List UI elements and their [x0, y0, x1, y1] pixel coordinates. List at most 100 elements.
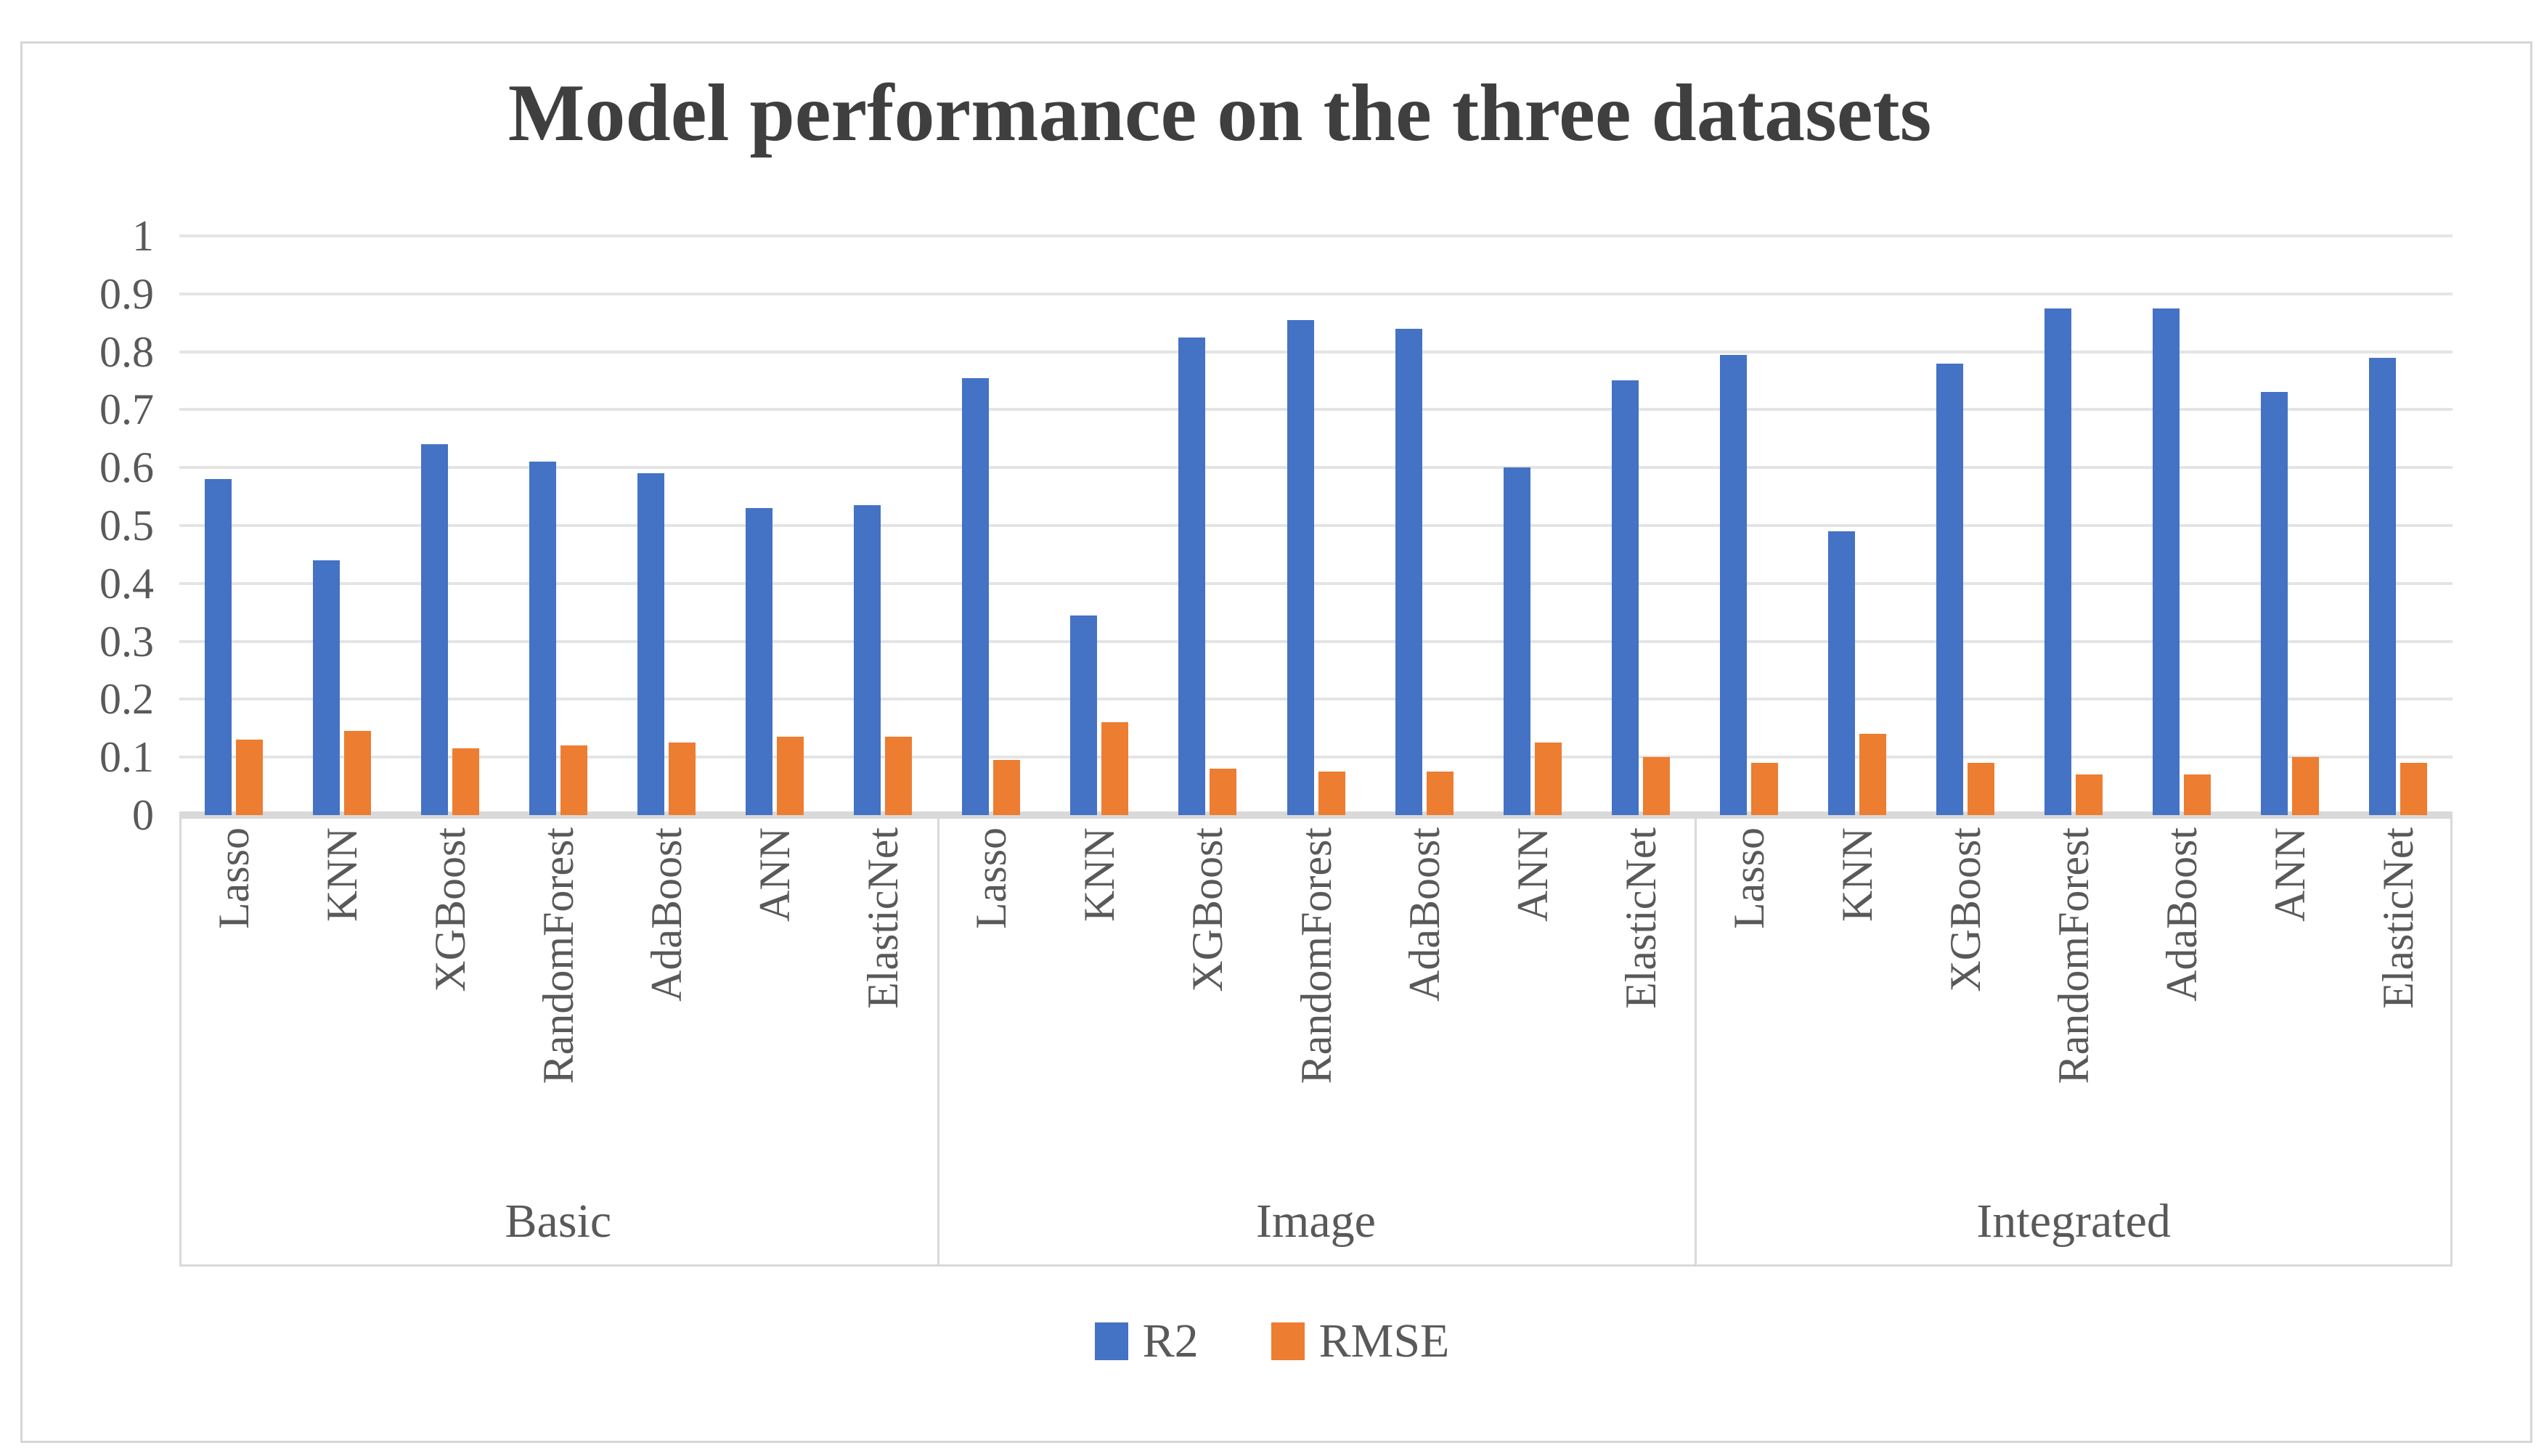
- bar-rmse-integrated-elasticnet: [2400, 763, 2428, 815]
- bar-rmse-image-ann: [1534, 743, 1562, 815]
- x-tick-label: Lasso: [1724, 827, 1773, 929]
- gridline: [179, 581, 2453, 585]
- category-label-integrated: Integrated: [1976, 1195, 2171, 1248]
- bar-r2-image-lasso: [962, 378, 990, 815]
- bar-rmse-image-adaboost: [1426, 772, 1454, 815]
- x-tick-label: AdaBoost: [1400, 827, 1448, 1002]
- x-tick-label: ElasticNet: [2374, 827, 2423, 1009]
- bar-r2-integrated-randomforest: [2044, 308, 2072, 815]
- bar-r2-image-knn: [1070, 615, 1098, 815]
- y-tick-label: 1: [132, 212, 154, 260]
- y-tick-label: 0.7: [99, 385, 154, 434]
- bar-rmse-basic-elasticnet: [885, 737, 913, 815]
- x-tick-label: ANN: [2266, 827, 2315, 922]
- y-tick-label: 0.8: [99, 327, 154, 376]
- group-divider: [1695, 815, 1697, 1267]
- gridline: [179, 524, 2453, 527]
- group-divider: [179, 815, 182, 1267]
- bar-rmse-basic-ann: [777, 737, 804, 815]
- bar-rmse-integrated-adaboost: [2184, 774, 2211, 815]
- bar-rmse-image-xgboost: [1210, 769, 1237, 815]
- bar-r2-integrated-elasticnet: [2369, 358, 2397, 815]
- bar-rmse-basic-adaboost: [668, 743, 696, 815]
- bar-r2-integrated-lasso: [1719, 355, 1747, 815]
- y-tick-label: 0: [132, 791, 154, 839]
- bar-r2-basic-xgboost: [420, 444, 448, 815]
- legend-item-r2: R2: [1094, 1314, 1199, 1369]
- bar-rmse-image-randomforest: [1318, 772, 1345, 815]
- x-tick-label: RandomForest: [534, 827, 582, 1084]
- x-tick-label: XGBoost: [1183, 827, 1232, 992]
- x-tick-label: Lasso: [209, 827, 258, 929]
- chart-title: Model performance on the three datasets: [507, 68, 1932, 158]
- bar-r2-integrated-ann: [2261, 392, 2288, 815]
- x-tick-label: ANN: [751, 827, 799, 922]
- plot-area: [179, 234, 2453, 819]
- group-divider: [937, 815, 939, 1267]
- x-tick-label: ElasticNet: [859, 827, 908, 1009]
- bar-rmse-integrated-ann: [2292, 757, 2320, 815]
- bar-r2-basic-adaboost: [637, 473, 664, 815]
- bar-rmse-basic-randomforest: [560, 745, 587, 815]
- bar-rmse-integrated-knn: [1859, 734, 1886, 815]
- bar-rmse-basic-knn: [343, 731, 371, 815]
- x-axis-line: [179, 811, 2453, 819]
- y-tick-label: 0.1: [99, 733, 154, 782]
- bar-r2-image-xgboost: [1178, 338, 1206, 815]
- y-tick-label: 0.2: [99, 675, 154, 724]
- x-tick-label: KNN: [1075, 827, 1124, 922]
- bar-r2-basic-knn: [312, 560, 340, 815]
- y-tick-label: 0.9: [99, 269, 154, 318]
- bar-r2-integrated-knn: [1827, 531, 1855, 815]
- figure-border: [20, 41, 2532, 1443]
- x-tick-label: ANN: [1508, 827, 1557, 922]
- bar-rmse-integrated-xgboost: [1968, 763, 1995, 815]
- bar-r2-image-elasticnet: [1611, 380, 1639, 815]
- gridline: [179, 408, 2453, 412]
- bar-rmse-integrated-randomforest: [2076, 774, 2103, 815]
- group-divider: [2450, 815, 2453, 1267]
- bar-r2-integrated-xgboost: [1936, 364, 1964, 815]
- x-tick-label: RandomForest: [2050, 827, 2098, 1084]
- x-tick-label: AdaBoost: [642, 827, 690, 1002]
- gridline: [179, 292, 2453, 295]
- gridline: [179, 756, 2453, 759]
- bar-r2-basic-randomforest: [529, 462, 556, 815]
- bar-r2-basic-ann: [746, 508, 773, 815]
- x-tick-label: Lasso: [967, 827, 1016, 929]
- bar-rmse-basic-xgboost: [452, 748, 479, 815]
- x-tick-label: ElasticNet: [1616, 827, 1665, 1009]
- legend: R2 RMSE: [0, 1314, 2544, 1369]
- gridline: [179, 350, 2453, 353]
- legend-label-r2: R2: [1142, 1314, 1199, 1367]
- x-tick-label: KNN: [317, 827, 366, 922]
- y-axis-labels: 1 0.9 0.8 0.7 0.6 0.5 0.4 0.3 0.2 0.1 0: [0, 213, 154, 838]
- x-tick-label: XGBoost: [425, 827, 474, 992]
- bar-r2-image-randomforest: [1287, 320, 1314, 815]
- legend-r2-square-icon: [1094, 1322, 1128, 1360]
- x-tick-label: XGBoost: [1941, 827, 1990, 992]
- y-tick-label: 0.6: [99, 443, 154, 492]
- y-tick-label: 0.5: [99, 502, 154, 549]
- bar-r2-image-ann: [1503, 467, 1530, 815]
- legend-rmse-square-icon: [1271, 1322, 1305, 1360]
- x-tick-label: RandomForest: [1292, 827, 1340, 1084]
- category-band-bottom-line: [179, 1264, 2453, 1267]
- bar-rmse-image-knn: [1101, 722, 1129, 815]
- y-tick-label: 0.3: [99, 617, 154, 666]
- category-label-basic: Basic: [505, 1195, 612, 1248]
- x-tick-label: KNN: [1832, 827, 1881, 922]
- gridline: [179, 698, 2453, 701]
- legend-label-rmse: RMSE: [1318, 1314, 1450, 1367]
- gridline: [179, 234, 2453, 237]
- x-tick-label: AdaBoost: [2158, 827, 2206, 1002]
- bar-r2-basic-lasso: [204, 479, 232, 815]
- category-band: Basic Image Integrated: [179, 815, 2453, 1267]
- bar-r2-integrated-adaboost: [2153, 308, 2180, 815]
- bar-r2-image-adaboost: [1395, 329, 1422, 815]
- legend-item-rmse: RMSE: [1271, 1314, 1450, 1369]
- bar-rmse-image-lasso: [993, 760, 1021, 815]
- bar-r2-basic-elasticnet: [854, 505, 881, 815]
- gridline: [179, 466, 2453, 470]
